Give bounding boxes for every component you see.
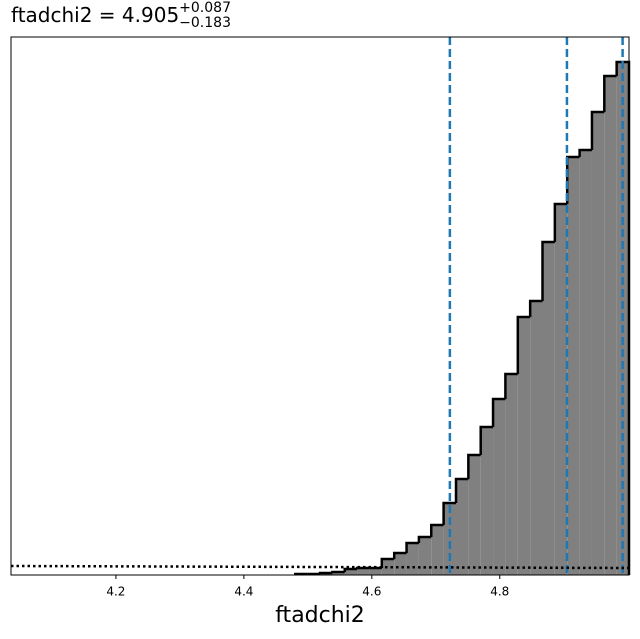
bar-outline [516,315,531,374]
bar [406,543,419,575]
bar [554,204,568,575]
bar-outline [318,571,333,575]
bar-outline [528,299,543,317]
bar [505,374,518,575]
bar-outline [392,551,407,559]
bar [418,537,432,575]
title-sup: +0.087 [179,0,231,16]
bar [456,479,469,575]
x-tick-label: 4.8 [490,585,509,599]
bar [517,317,531,575]
bar [604,76,617,575]
bar-outline [479,425,494,455]
bar-outline [590,110,605,150]
bar [357,568,370,575]
bar-outline [454,477,469,503]
bar [431,525,444,575]
bar-outline [504,372,518,399]
bar-outline [603,74,617,112]
bar-outline [467,453,481,479]
bar-outline [442,501,457,525]
bar-outline [343,567,358,572]
bar [493,399,506,575]
bar-outline [417,535,432,543]
bar-outline [491,397,506,427]
chart-title: ftadchi2 = 4.905+0.087 [11,0,231,27]
bar-outline [541,240,555,301]
title-sub: −0.183 [179,15,231,31]
bar [443,503,457,575]
prior-line [10,564,630,570]
bar [542,242,555,575]
bar [468,455,481,575]
bar [567,157,580,575]
bar-outline [578,148,592,157]
bar [394,553,407,575]
bar [381,559,395,575]
x-tick-label: 4.2 [106,585,125,599]
x-tick-label: 4.4 [234,585,253,599]
x-tick-label: 4.6 [362,585,381,599]
bar [369,568,382,575]
bar [530,301,543,575]
bar-outline [553,202,568,242]
bar-outline [405,541,419,553]
plot-frame [10,36,630,576]
bar-outline [430,523,444,537]
bar-outline [331,570,345,574]
title-main: ftadchi2 = 4.905 [11,3,179,27]
bar [591,112,605,575]
bar [332,572,345,575]
bar [480,427,494,575]
bar [579,150,592,575]
bar [344,569,358,575]
x-axis-label: ftadchi2 [275,603,365,628]
bar-outline [380,557,395,568]
